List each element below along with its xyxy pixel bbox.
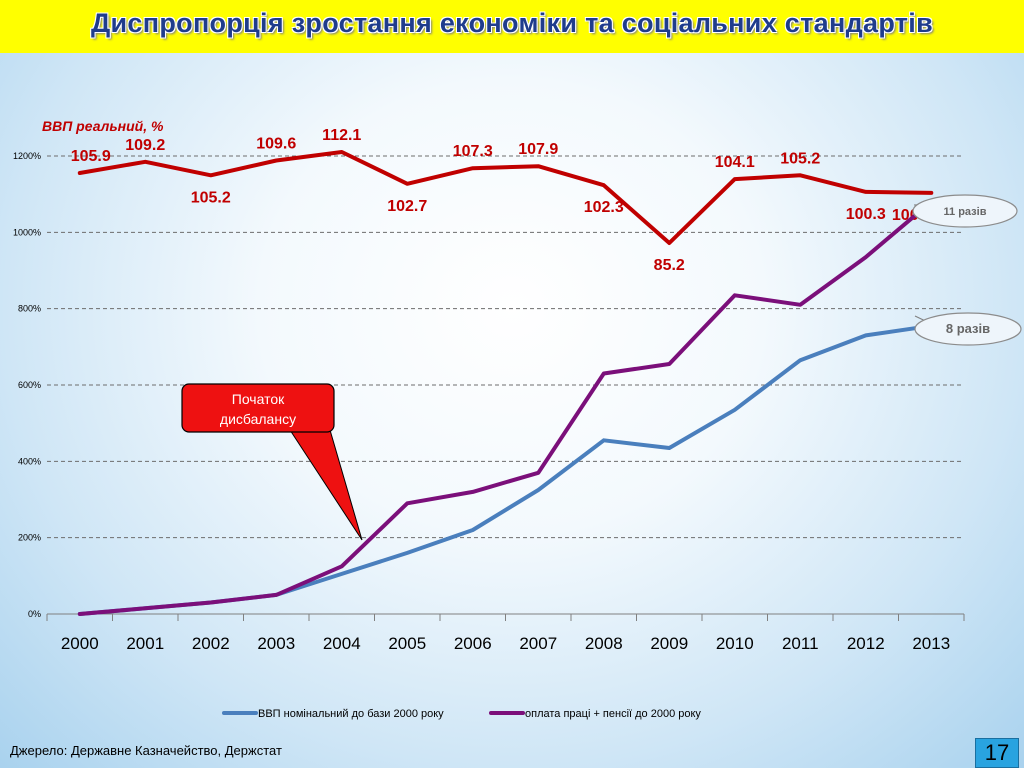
gdp-real-data-label: 109.2 — [125, 137, 165, 154]
page-title: Диспропорція зростання економіки та соці… — [91, 8, 933, 38]
x-tick-label: 2009 — [650, 634, 688, 653]
annotation-bubble — [912, 194, 1018, 228]
gdp-real-data-label: 112.1 — [322, 127, 361, 144]
series-line-gdp-real — [77, 150, 934, 245]
page-number: 17 — [975, 738, 1019, 768]
x-tick-label: 2001 — [126, 634, 164, 653]
y-tick-label: 800% — [18, 304, 41, 314]
x-tick-label: 2006 — [454, 634, 492, 653]
x-tick-label: 2004 — [323, 634, 361, 653]
gdp-real-data-label: 107.9 — [518, 141, 558, 158]
x-tick-label: 2007 — [519, 634, 557, 653]
y-tick-label: 200% — [18, 533, 41, 543]
y-tick-label: 600% — [18, 380, 41, 390]
series-line-gdp-nominal — [77, 323, 934, 616]
source-note: Джерело: Державне Казначейство, Держстат — [10, 743, 282, 758]
x-tick-label: 2012 — [847, 634, 885, 653]
y-tick-label: 400% — [18, 456, 41, 466]
x-tick-label: 2010 — [716, 634, 754, 653]
x-tick-label: 2008 — [585, 634, 623, 653]
gdp-real-data-label: 105.2 — [780, 150, 820, 167]
gdp-real-data-label: 109.6 — [256, 135, 296, 152]
gdp-real-data-label: 100.3 — [846, 206, 886, 223]
y-tick-label: 1000% — [13, 227, 41, 237]
annotation-bubble — [914, 312, 1022, 346]
series-line-wages-pensions — [77, 199, 934, 616]
gdp-real-data-label: 105.2 — [191, 189, 231, 206]
x-tick-label: 2011 — [782, 634, 819, 653]
x-tick-label: 2002 — [192, 634, 230, 653]
legend-label: ВВП номінальний до бази 2000 року — [258, 708, 444, 720]
callout-box — [181, 383, 335, 433]
legend-label: оплата праці + пенсії до 2000 року — [525, 708, 701, 720]
gdp-real-data-label: 102.3 — [584, 199, 624, 216]
y-tick-label: 1200% — [13, 151, 41, 161]
gdp-real-label: ВВП реальний, % — [42, 118, 164, 134]
callout-text-line1: Початок — [232, 391, 285, 407]
x-tick-label: 2005 — [388, 634, 426, 653]
title-bar — [0, 0, 1024, 53]
gdp-real-data-label: 107.3 — [453, 143, 493, 160]
gdp-real-data-label: 105.9 — [71, 148, 111, 165]
x-tick-label: 2000 — [61, 634, 99, 653]
x-tick-label: 2013 — [912, 634, 950, 653]
callout-text-line2: дисбалансу — [220, 411, 296, 427]
x-tick-label: 2003 — [257, 634, 295, 653]
gdp-real-data-label: 104.1 — [715, 154, 755, 171]
annotation-label: 11 разів — [944, 206, 987, 218]
gdp-real-data-label: 85.2 — [654, 257, 685, 274]
callout-pointer — [289, 429, 363, 541]
gdp-real-data-label: 102.7 — [387, 198, 427, 215]
annotation-label: 8 разів — [946, 321, 990, 336]
y-tick-label: 0% — [28, 609, 41, 619]
